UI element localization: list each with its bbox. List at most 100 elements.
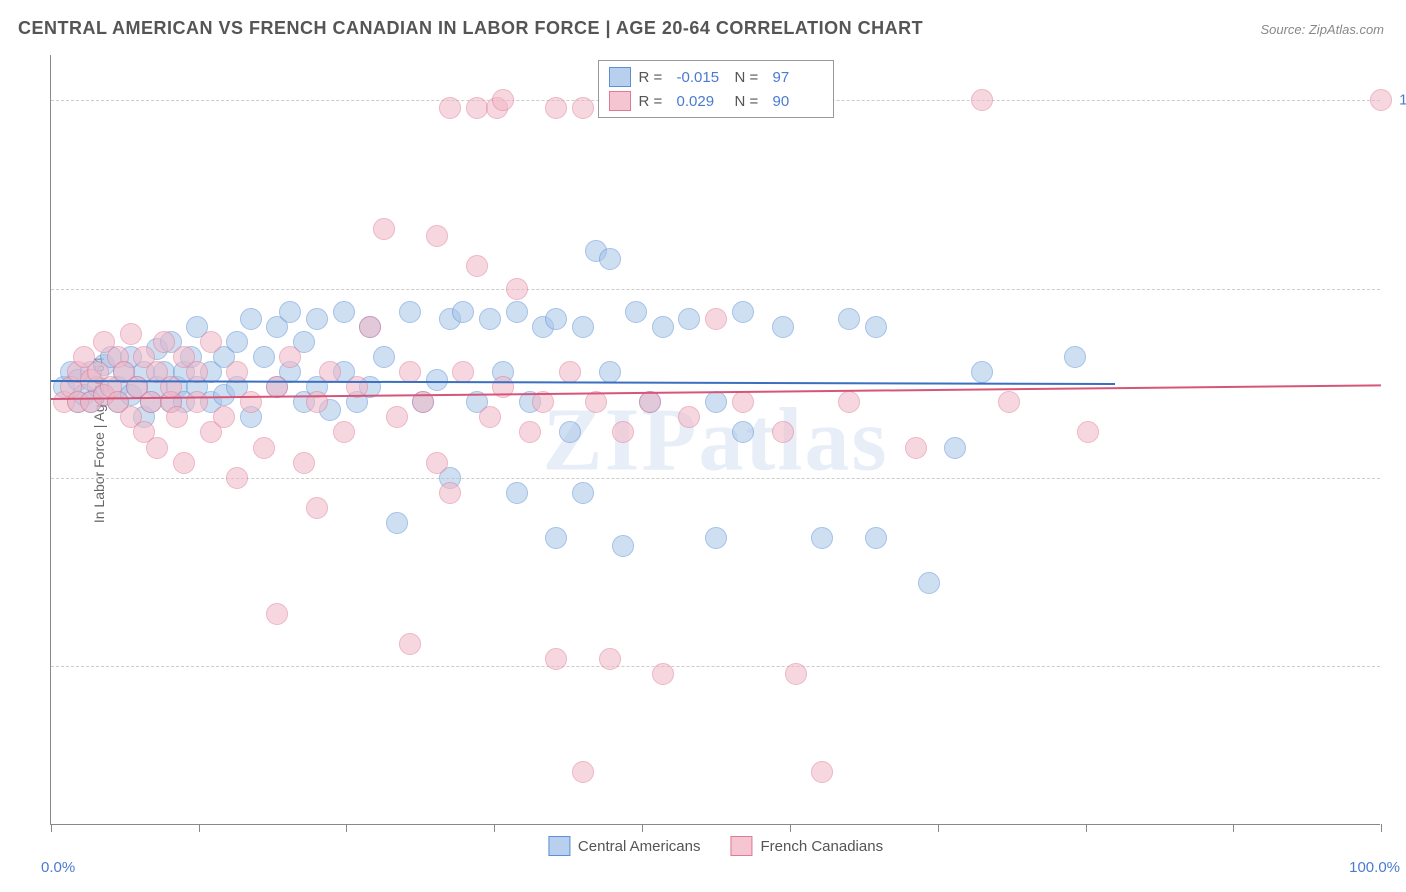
x-tick — [642, 824, 643, 832]
x-tick — [938, 824, 939, 832]
legend-swatch-b-icon — [730, 836, 752, 856]
data-point — [998, 391, 1020, 413]
data-point — [120, 323, 142, 345]
r-label: R = — [639, 93, 669, 110]
data-point — [506, 301, 528, 323]
data-point — [226, 467, 248, 489]
data-point — [1077, 421, 1099, 443]
swatch-series-b-icon — [609, 91, 631, 111]
data-point — [386, 406, 408, 428]
data-point — [140, 391, 162, 413]
chart-title: CENTRAL AMERICAN VS FRENCH CANADIAN IN L… — [18, 18, 923, 39]
data-point — [545, 308, 567, 330]
data-point — [466, 255, 488, 277]
data-point — [306, 497, 328, 519]
n-label: N = — [735, 69, 765, 86]
y-tick-label: 87.5% — [1390, 281, 1406, 298]
n-label: N = — [735, 93, 765, 110]
data-point — [452, 301, 474, 323]
x-tick — [790, 824, 791, 832]
data-point — [612, 421, 634, 443]
data-point — [439, 97, 461, 119]
source-attribution: Source: ZipAtlas.com — [1260, 22, 1384, 37]
data-point — [200, 331, 222, 353]
data-point — [705, 391, 727, 413]
legend-swatch-a-icon — [548, 836, 570, 856]
data-point — [559, 361, 581, 383]
data-point — [612, 535, 634, 557]
data-point — [572, 482, 594, 504]
data-point — [652, 316, 674, 338]
data-point — [545, 648, 567, 670]
data-point — [186, 391, 208, 413]
data-point — [333, 421, 355, 443]
data-point — [971, 361, 993, 383]
y-tick-label: 75.0% — [1390, 469, 1406, 486]
legend-label-b: French Canadians — [760, 838, 883, 855]
trend-line — [51, 380, 1115, 385]
data-point — [266, 603, 288, 625]
data-point — [944, 437, 966, 459]
x-tick — [346, 824, 347, 832]
data-point — [625, 301, 647, 323]
data-point — [811, 527, 833, 549]
n-value-a: 97 — [773, 69, 823, 86]
data-point — [519, 421, 541, 443]
data-point — [426, 452, 448, 474]
data-point — [399, 301, 421, 323]
data-point — [785, 663, 807, 685]
data-point — [153, 331, 175, 353]
data-point — [479, 308, 501, 330]
data-point — [386, 512, 408, 534]
gridline — [51, 478, 1380, 479]
data-point — [1370, 89, 1392, 111]
x-tick — [1086, 824, 1087, 832]
data-point — [971, 89, 993, 111]
data-point — [1064, 346, 1086, 368]
gridline — [51, 666, 1380, 667]
data-point — [293, 452, 315, 474]
legend: Central Americans French Canadians — [548, 836, 883, 856]
data-point — [279, 346, 301, 368]
data-point — [373, 346, 395, 368]
data-point — [572, 761, 594, 783]
data-point — [811, 761, 833, 783]
scatter-plot-area: In Labor Force | Age 20-64 ZIPatlas 62.5… — [50, 55, 1380, 825]
data-point — [705, 308, 727, 330]
data-point — [705, 527, 727, 549]
data-point — [506, 482, 528, 504]
data-point — [732, 301, 754, 323]
data-point — [865, 527, 887, 549]
x-max-label: 100.0% — [1349, 859, 1400, 876]
data-point — [492, 89, 514, 111]
data-point — [865, 316, 887, 338]
data-point — [585, 391, 607, 413]
data-point — [279, 301, 301, 323]
data-point — [599, 648, 621, 670]
data-point — [772, 316, 794, 338]
x-min-label: 0.0% — [41, 859, 75, 876]
data-point — [479, 406, 501, 428]
data-point — [213, 406, 235, 428]
data-point — [905, 437, 927, 459]
data-point — [639, 391, 661, 413]
stats-row-series-b: R = 0.029 N = 90 — [609, 89, 823, 113]
data-point — [599, 248, 621, 270]
y-tick-label: 100.0% — [1390, 92, 1406, 109]
data-point — [319, 361, 341, 383]
data-point — [306, 308, 328, 330]
r-value-a: -0.015 — [677, 69, 727, 86]
legend-label-a: Central Americans — [578, 838, 701, 855]
data-point — [572, 316, 594, 338]
data-point — [166, 406, 188, 428]
data-point — [173, 452, 195, 474]
y-tick-label: 62.5% — [1390, 658, 1406, 675]
data-point — [373, 218, 395, 240]
data-point — [545, 97, 567, 119]
data-point — [253, 437, 275, 459]
data-point — [678, 308, 700, 330]
data-point — [146, 437, 168, 459]
data-point — [652, 663, 674, 685]
x-tick — [199, 824, 200, 832]
stats-row-series-a: R = -0.015 N = 97 — [609, 65, 823, 89]
